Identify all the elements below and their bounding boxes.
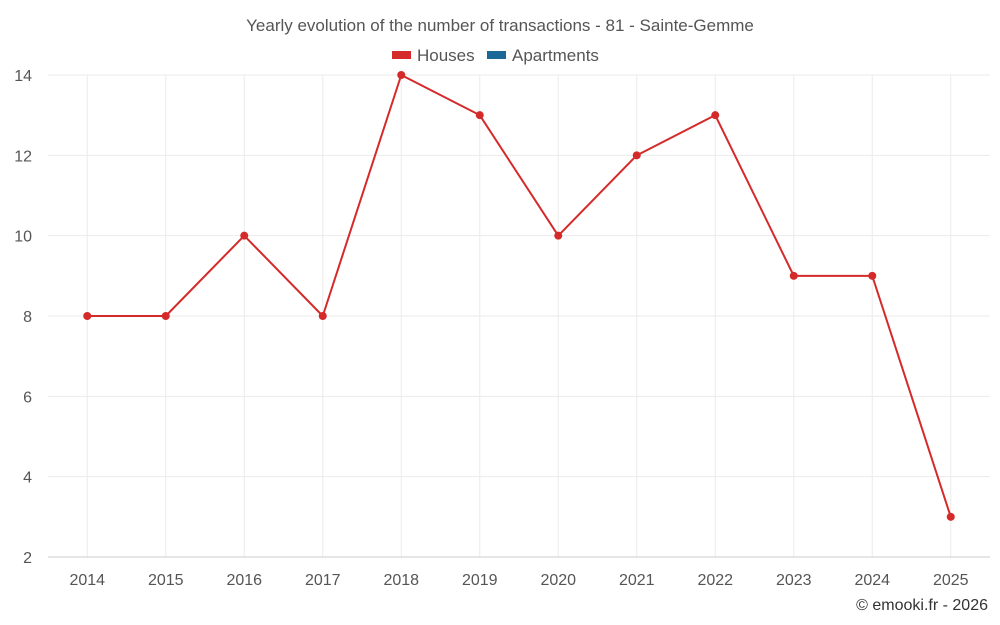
axes: 2 4 6 8 10 12 14 2014 2015 2016 2017 2018 2019 2020 20… — [14, 68, 990, 589]
y-tick-label: 10 — [14, 229, 32, 246]
y-tick-label: 4 — [23, 470, 32, 487]
x-tick-label: 2016 — [226, 572, 262, 589]
legend: Houses Apartments — [392, 46, 599, 65]
legend-swatch-houses — [392, 51, 411, 59]
legend-label-apartments: Apartments — [512, 46, 599, 65]
x-tick-label: 2024 — [854, 572, 890, 589]
data-point-houses-2014[interactable] — [83, 312, 92, 320]
credit-text: © emooki.fr - 2026 — [856, 597, 988, 614]
x-tick-label: 2017 — [305, 572, 341, 589]
x-tick-label: 2025 — [933, 572, 969, 589]
y-tick-label: 14 — [14, 68, 32, 85]
grid — [48, 74, 990, 557]
series-line-houses — [86, 74, 952, 518]
y-tick-label: 2 — [23, 550, 32, 567]
x-tick-label: 2018 — [383, 572, 419, 589]
x-tick-label: 2014 — [69, 572, 105, 589]
data-point-houses-2015[interactable] — [161, 312, 170, 320]
x-tick-label: 2020 — [540, 572, 576, 589]
legend-label-houses: Houses — [417, 46, 475, 65]
data-point-houses-2021[interactable] — [632, 151, 641, 160]
x-tick-label: 2021 — [619, 572, 655, 589]
data-point-houses-2017[interactable] — [318, 312, 327, 320]
data-point-houses-2016[interactable] — [240, 231, 249, 240]
y-tick-label: 8 — [23, 309, 32, 326]
x-tick-label: 2015 — [148, 572, 184, 589]
x-tick-label: 2022 — [697, 572, 733, 589]
data-point-houses-2018[interactable] — [397, 71, 406, 79]
chart-title: Yearly evolution of the number of transa… — [246, 16, 754, 35]
data-point-houses-2022[interactable] — [711, 111, 720, 120]
data-point-houses-2024[interactable] — [868, 271, 877, 280]
data-point-houses-2025[interactable] — [946, 512, 955, 521]
series-layer — [83, 71, 955, 521]
data-point-houses-2020[interactable] — [554, 231, 563, 240]
x-tick-label: 2023 — [776, 572, 812, 589]
y-tick-label: 6 — [23, 389, 32, 406]
y-tick-label: 12 — [14, 148, 32, 165]
data-point-houses-2023[interactable] — [789, 271, 798, 280]
legend-swatch-apartments — [487, 51, 506, 59]
legend-item-houses[interactable]: Houses — [392, 46, 475, 65]
legend-item-apartments[interactable]: Apartments — [487, 46, 599, 65]
data-point-houses-2019[interactable] — [475, 111, 484, 120]
series-houses — [83, 71, 955, 521]
x-tick-label: 2019 — [462, 572, 498, 589]
